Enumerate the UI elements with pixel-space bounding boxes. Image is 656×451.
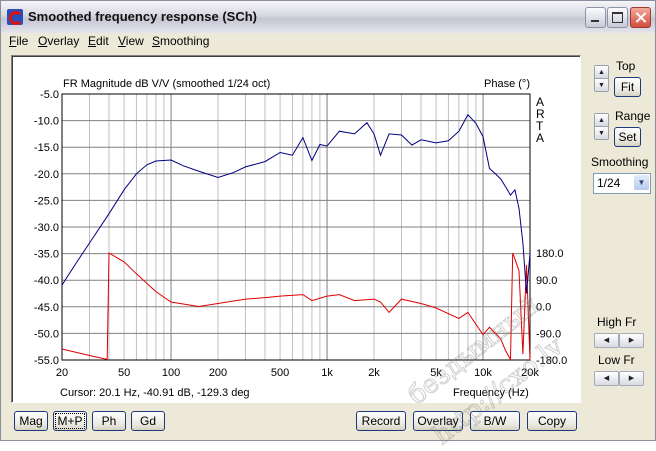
svg-text:20: 20 [56,367,68,379]
low-fr-buttons: ◀ ▶ [594,371,644,386]
arta-brand-a1: A [536,95,544,109]
smoothing-label: Smoothing [591,155,649,169]
arta-app-icon[interactable] [7,9,23,25]
svg-text:-15.0: -15.0 [34,142,59,154]
range-label: Range [615,109,651,123]
range-spinner[interactable]: ▲ ▼ [594,113,609,140]
arta-brand-a2: A [536,131,544,145]
chevron-down-icon[interactable]: ▼ [634,175,649,190]
high-fr-buttons: ◀ ▶ [594,333,644,348]
fit-button[interactable]: Fit [614,77,641,97]
chart-grid [61,94,531,360]
svg-text:-25.0: -25.0 [34,195,59,207]
mag-button[interactable]: Mag [14,411,48,431]
svg-text:20k: 20k [521,367,539,379]
record-button[interactable]: Record [356,411,406,431]
plot-panel[interactable]: -5.0 -10.0 -15.0 -20.0 -25.0 -30.0 -35.0 -40.0 -… [11,55,581,403]
svg-text:0.0: 0.0 [536,302,551,314]
svg-text:-40.0: -40.0 [34,275,59,287]
smoothing-select[interactable]: 1/24 ▼ [593,173,651,194]
low-fr-right-arrow-icon[interactable]: ▶ [619,371,644,386]
svg-text:-45.0: -45.0 [34,302,59,314]
smoothed-frequency-response-window: Smoothed frequency response (SCh) File O… [0,0,656,441]
top-spinner[interactable]: ▲ ▼ [594,65,609,92]
phase-button[interactable]: Ph [92,411,126,431]
high-fr-left-arrow-icon[interactable]: ◀ [594,333,619,348]
magnitude-phase-button[interactable]: M+P [53,411,87,431]
plot-frame [61,93,531,361]
group-delay-button[interactable]: Gd [131,411,165,431]
set-button[interactable]: Set [614,127,641,147]
smoothing-value: 1/24 [597,176,621,190]
top-up-arrow-icon[interactable]: ▲ [595,66,608,78]
svg-text:-90.0: -90.0 [536,328,561,340]
svg-text:1k: 1k [321,367,333,379]
high-fr-right-arrow-icon[interactable]: ▶ [619,333,644,348]
phase-axis-label: Phase (°) [484,78,530,90]
svg-text:2k: 2k [368,367,380,379]
svg-text:-55.0: -55.0 [34,355,59,367]
phase-curve [61,252,531,362]
arta-brand-t: T [536,119,544,133]
svg-text:10k: 10k [474,367,492,379]
high-fr-label: High Fr [597,315,637,329]
bottom-toolbar: Mag M+P Ph Gd Record Overlay B/W Copy [1,403,655,440]
frequency-response-chart[interactable]: -5.0 -10.0 -15.0 -20.0 -25.0 -30.0 -35.0 -40.0 -… [12,56,580,402]
svg-text:-180.0: -180.0 [536,355,567,367]
menu-bar: File Overlay Edit View Smoothing [1,33,655,51]
range-down-arrow-icon[interactable]: ▼ [595,126,608,139]
top-down-arrow-icon[interactable]: ▼ [595,78,608,91]
svg-text:-30.0: -30.0 [34,222,59,234]
x-axis-label: Frequency (Hz) [453,387,529,399]
close-button[interactable] [630,7,651,28]
svg-text:500: 500 [271,367,289,379]
arta-brand-r: R [536,107,545,121]
phase-axis-ticks: 180.0 90.0 0.0 -90.0 -180.0 [536,248,567,367]
svg-text:5k: 5k [430,367,442,379]
svg-text:-35.0: -35.0 [34,249,59,261]
svg-text:100: 100 [162,367,180,379]
svg-text:180.0: 180.0 [536,248,564,260]
cursor-readout: Cursor: 20.1 Hz, -40.91 dB, -129.3 deg [60,387,250,399]
low-fr-label: Low Fr [598,353,635,367]
frequency-axis-ticks: 20 50 100 200 500 1k 2k 5k 10k 20k [56,367,539,379]
magnitude-axis-ticks: -5.0 -10.0 -15.0 -20.0 -25.0 -30.0 -35.0 -40.0 -… [34,89,59,367]
minimize-button[interactable] [585,7,606,28]
menu-edit[interactable]: Edit [88,34,109,48]
low-fr-left-arrow-icon[interactable]: ◀ [594,371,619,386]
copy-button[interactable]: Copy [527,411,577,431]
title-bar[interactable]: Smoothed frequency response (SCh) [1,1,655,34]
window-title: Smoothed frequency response (SCh) [28,9,257,24]
magnitude-curve [61,113,531,294]
plot-title: FR Magnitude dB V/V (smoothed 1/24 oct) [63,78,270,90]
black-white-button[interactable]: B/W [470,411,520,431]
svg-text:-10.0: -10.0 [34,116,59,128]
svg-text:200: 200 [209,367,227,379]
svg-text:90.0: 90.0 [536,275,557,287]
overlay-button[interactable]: Overlay [413,411,463,431]
menu-overlay[interactable]: Overlay [38,34,80,48]
svg-text:-5.0: -5.0 [40,89,59,101]
svg-text:-20.0: -20.0 [34,169,59,181]
top-label: Top [616,59,636,73]
svg-text:50: 50 [118,367,130,379]
range-up-arrow-icon[interactable]: ▲ [595,114,608,126]
side-panel: ▲ ▼ Top Fit ▲ ▼ Range Set Smoothing 1/24… [583,55,653,395]
svg-text:-50.0: -50.0 [34,328,59,340]
menu-file[interactable]: File [9,34,29,48]
menu-smoothing[interactable]: Smoothing [152,34,210,48]
maximize-button[interactable] [607,7,628,28]
menu-view[interactable]: View [118,34,144,48]
